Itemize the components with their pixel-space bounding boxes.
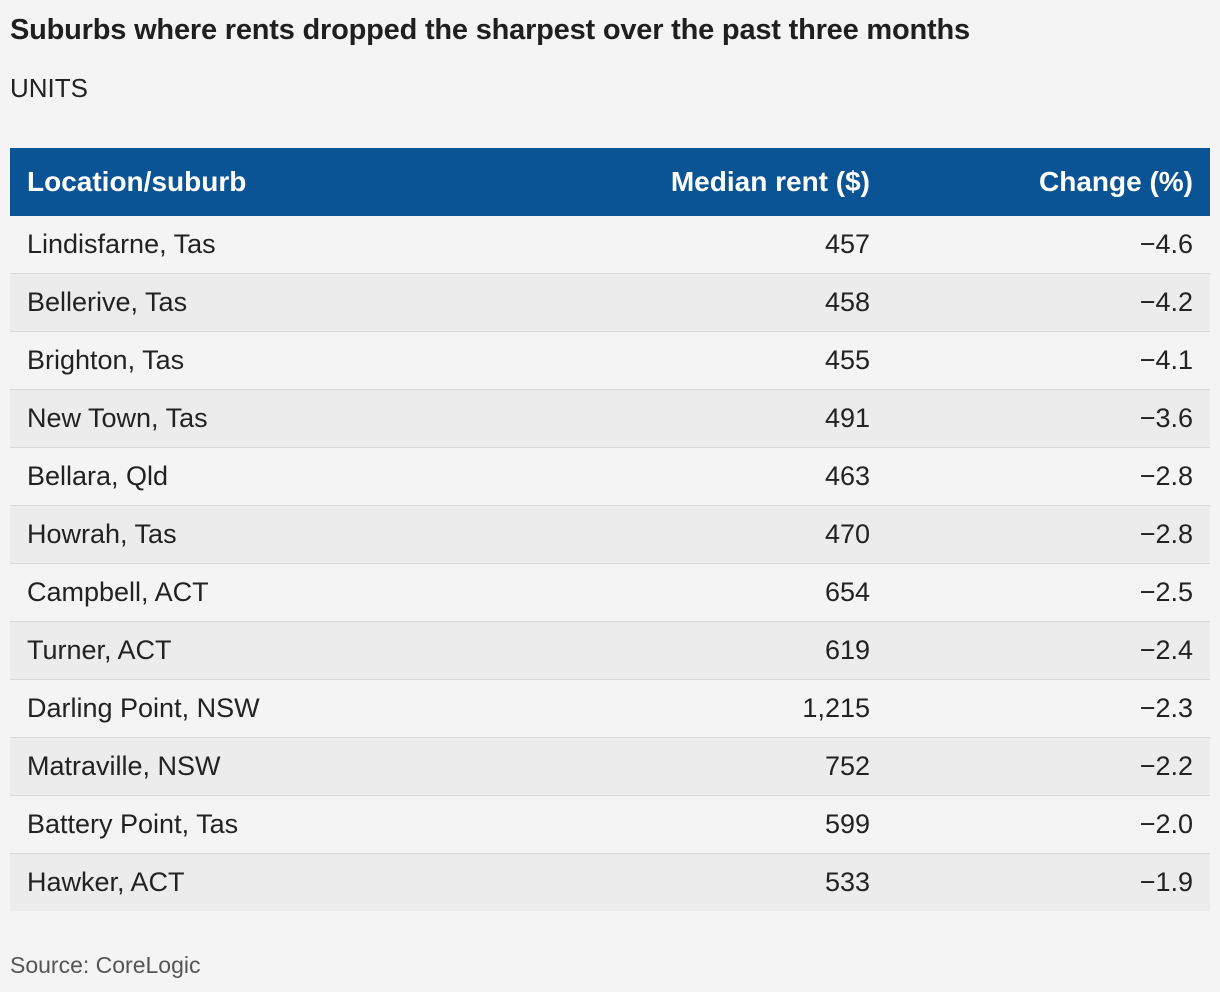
chart-title: Suburbs where rents dropped the sharpest… (10, 14, 970, 46)
cell-median-rent: 455 (824, 345, 870, 375)
table-header: Location/suburb Median rent ($) Change (… (10, 148, 1210, 216)
cell-median-rent: 752 (824, 751, 870, 781)
table-row: Bellerive, Tas 458 −4.2 (10, 274, 1210, 332)
cell-change: −2.2 (1139, 751, 1193, 781)
cell-location: Bellerive, Tas (27, 287, 188, 317)
cell-change: −4.2 (1139, 287, 1193, 317)
cell-location: Darling Point, NSW (27, 693, 260, 723)
cell-median-rent: 463 (824, 461, 870, 491)
column-header-change: Change (%) (1039, 166, 1193, 197)
cell-median-rent: 491 (824, 403, 870, 433)
cell-median-rent: 458 (824, 287, 870, 317)
cell-change: −2.4 (1139, 635, 1193, 665)
cell-change: −2.3 (1139, 693, 1193, 723)
table-row: Bellara, Qld 463 −2.8 (10, 448, 1210, 506)
cell-median-rent: 533 (824, 867, 870, 897)
cell-median-rent: 457 (824, 229, 870, 259)
cell-change: −3.6 (1139, 403, 1193, 433)
table-row: Darling Point, NSW 1,215 −2.3 (10, 680, 1210, 738)
cell-location: Bellara, Qld (27, 461, 169, 491)
cell-median-rent: 599 (824, 809, 870, 839)
table-row: New Town, Tas 491 −3.6 (10, 390, 1210, 448)
cell-location: Lindisfarne, Tas (27, 229, 216, 259)
cell-location: Brighton, Tas (27, 345, 185, 375)
cell-location: Hawker, ACT (27, 867, 185, 897)
cell-median-rent: 470 (824, 519, 870, 549)
table-body: Lindisfarne, Tas 457 −4.6 Bellerive, Tas 458… (10, 216, 1210, 911)
cell-median-rent: 654 (824, 577, 870, 607)
cell-change: −2.5 (1139, 577, 1193, 607)
table-row: Campbell, ACT 654 −2.5 (10, 564, 1210, 622)
cell-change: −2.8 (1139, 461, 1193, 491)
cell-median-rent: 1,215 (802, 693, 870, 723)
source-note: Source: CoreLogic (10, 952, 201, 978)
cell-location: Turner, ACT (27, 635, 172, 665)
cell-location: Howrah, Tas (27, 519, 177, 549)
cell-change: −2.0 (1139, 809, 1193, 839)
chart-subtitle: UNITS (10, 73, 88, 103)
rent-table: Location/suburb Median rent ($) Change (… (10, 148, 1210, 911)
cell-change: −2.8 (1139, 519, 1193, 549)
table-row: Matraville, NSW 752 −2.2 (10, 738, 1210, 796)
cell-location: Matraville, NSW (27, 751, 221, 781)
cell-change: −1.9 (1139, 867, 1193, 897)
column-header-median-rent: Median rent ($) (670, 166, 870, 197)
table-row: Howrah, Tas 470 −2.8 (10, 506, 1210, 564)
column-header-location: Location/suburb (27, 166, 247, 197)
cell-change: −4.1 (1139, 345, 1193, 375)
cell-median-rent: 619 (824, 635, 870, 665)
table-row: Battery Point, Tas 599 −2.0 (10, 796, 1210, 854)
cell-location: Campbell, ACT (27, 577, 209, 607)
table-row: Brighton, Tas 455 −4.1 (10, 332, 1210, 390)
table-row: Lindisfarne, Tas 457 −4.6 (10, 216, 1210, 274)
cell-change: −4.6 (1139, 229, 1193, 259)
table-row: Hawker, ACT 533 −1.9 (10, 854, 1210, 911)
cell-location: New Town, Tas (27, 403, 208, 433)
table-row: Turner, ACT 619 −2.4 (10, 622, 1210, 680)
cell-location: Battery Point, Tas (27, 809, 239, 839)
